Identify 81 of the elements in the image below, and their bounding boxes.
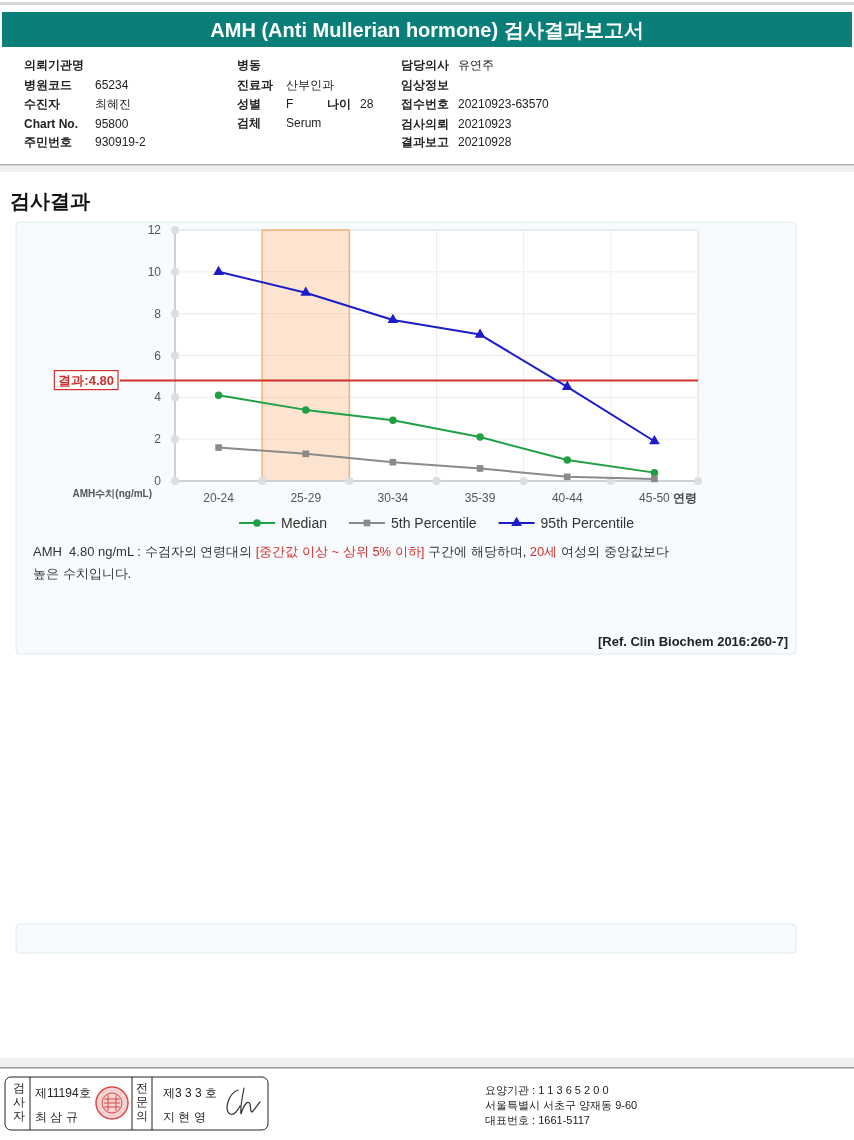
text: 결과보고	[401, 135, 449, 149]
text: AMH 4.80 ng/mL : 수검자의 연령대의	[33, 544, 256, 559]
y-tick-label: 6	[154, 348, 162, 363]
point	[300, 286, 312, 296]
point	[476, 433, 484, 441]
point	[302, 406, 310, 414]
x-tick-label: 25-29	[290, 491, 322, 505]
legend-label: 5th Percentile	[390, 515, 477, 531]
x-tick-label: 20-24	[203, 491, 235, 505]
text: 검사의뢰	[401, 117, 449, 131]
point	[302, 450, 310, 458]
text: 최혜진	[95, 97, 131, 111]
text: 병동	[237, 58, 261, 72]
y-tick-label: 10	[147, 264, 162, 279]
text: 20세	[529, 544, 558, 559]
text: 성별	[237, 97, 261, 111]
text: 검체	[237, 116, 261, 130]
point	[561, 380, 573, 390]
text: 검사자	[13, 1081, 25, 1123]
y-tick-label: 4	[154, 390, 162, 405]
text: 나이	[327, 97, 351, 111]
text: 제11194호	[35, 1086, 91, 1100]
text: 접수번호	[401, 97, 449, 111]
legend-label: 95th Percentile	[540, 515, 635, 531]
text: [중간값 이상 ~ 상위 5% 이하]	[255, 544, 425, 559]
text: 20210923	[458, 117, 512, 131]
x-tick-label: 40-44	[551, 491, 583, 505]
text: 95800	[95, 117, 129, 131]
text: F	[286, 97, 294, 111]
text: 대표번호 : 1661-5117	[485, 1114, 590, 1126]
point	[215, 444, 222, 451]
x-axis-title: 연령	[673, 491, 698, 505]
text: 요양기관 : 1 1 3 6 5 2 0 0	[485, 1084, 609, 1096]
point	[649, 435, 660, 445]
text: Chart No.	[24, 117, 78, 131]
text: 65234	[95, 78, 129, 92]
text: 930919-2	[95, 135, 147, 149]
point	[389, 416, 397, 425]
x-tick-label: 30-34	[377, 491, 409, 505]
text: 구간에 해당하며,	[424, 544, 530, 559]
text: 병원코드	[24, 78, 72, 92]
point	[214, 391, 223, 399]
y-axis-title: AMH수치(ng/mL)	[72, 488, 152, 499]
point	[563, 456, 571, 464]
text: 전문의	[136, 1081, 148, 1123]
point	[650, 468, 659, 477]
text: 유연주	[458, 58, 494, 72]
point	[213, 265, 224, 275]
chart-subtitle: 검사결과	[10, 190, 90, 212]
chart-title: AMH (Anti Mullerian hormone) 검사결과보고서	[210, 19, 644, 41]
text: 높은 수치입니다.	[33, 566, 132, 581]
x-tick-label: 35-39	[464, 491, 496, 505]
text: 산부인과	[286, 78, 334, 92]
text: 여성의 중앙값보다	[557, 544, 669, 559]
text: 담당의사	[401, 58, 449, 72]
text: 의뢰기관명	[24, 58, 84, 72]
text: 최 삼 규	[35, 1110, 78, 1124]
text: 임상정보	[401, 78, 449, 92]
text: 20210928	[458, 135, 512, 149]
point	[476, 465, 484, 472]
point	[563, 473, 571, 481]
text: 제3 3 3 호	[163, 1086, 218, 1100]
text: 서울특별시 서초구 양재동 9-60	[485, 1099, 638, 1111]
y-tick-label: 0	[154, 474, 162, 488]
ref-line-label: 결과:4.80	[58, 373, 115, 389]
text: [Ref. Clin Biochem 2016:260-7]	[597, 634, 788, 649]
point	[474, 328, 486, 338]
point	[387, 313, 399, 324]
y-tick-label: 12	[147, 223, 162, 237]
text: 수진자	[24, 97, 60, 111]
text: 주민번호	[24, 135, 72, 149]
text: 20210923-63570	[458, 97, 550, 111]
y-tick-label: 8	[154, 306, 162, 321]
y-tick-label: 2	[154, 432, 162, 447]
text: 지 현 영	[163, 1110, 206, 1124]
text: 진료과	[237, 78, 273, 92]
legend-label: Median	[281, 515, 327, 531]
x-tick-label: 45-50	[639, 491, 671, 505]
point	[651, 475, 658, 483]
text: 28	[360, 97, 374, 111]
text: Serum	[286, 116, 322, 130]
